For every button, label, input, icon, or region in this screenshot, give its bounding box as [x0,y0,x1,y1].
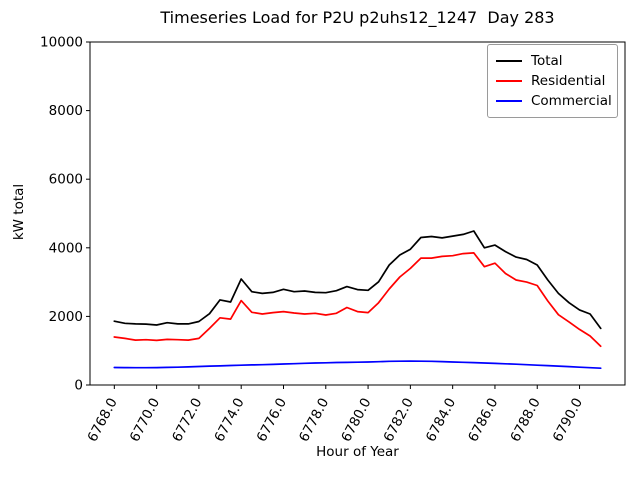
y-tick-label: 2000 [49,309,83,325]
axes-spines [89,41,626,386]
x-tick-label: 6784.0 [423,395,459,444]
chart-title: Timeseries Load for P2U p2uhs12_1247 Day… [160,8,555,27]
y-tick-label: 6000 [49,172,83,188]
x-tick-label: 6788.0 [507,395,543,444]
legend-label: Total [531,53,563,69]
x-tick-label: 6790.0 [550,395,586,444]
x-axis-label: Hour of Year [316,444,399,460]
y-tick-label: 8000 [49,103,83,119]
x-tick-label: 6772.0 [169,395,205,444]
series-commercial-line [113,360,602,370]
residential-line-sample [496,80,522,82]
commercial-line-sample [496,100,522,102]
x-tick-label: 6786.0 [465,395,501,444]
x-tick-label: 6770.0 [127,395,163,444]
x-tick-label: 6776.0 [254,395,290,444]
x-tick-label: 6768.0 [85,395,121,444]
x-tick-label: 6774.0 [211,395,247,444]
series-residential-line [113,252,602,348]
x-tick-label: 6782.0 [381,395,417,444]
y-tick-label: 0 [74,378,83,394]
y-tick-label: 10000 [40,35,83,51]
legend-label: Commercial [531,93,612,109]
x-tick-label: 6778.0 [296,395,332,444]
y-tick-label: 4000 [49,240,83,256]
series-total-line [113,230,602,330]
total-line-sample [496,60,522,62]
y-axis-label: kW total [11,183,27,241]
legend-item-total: Total [496,51,609,71]
legend: Total Residential Commercial [487,44,618,118]
x-tick-label: 6780.0 [338,395,374,444]
legend-label: Residential [531,73,606,89]
legend-item-residential: Residential [496,71,609,91]
legend-item-commercial: Commercial [496,91,612,111]
